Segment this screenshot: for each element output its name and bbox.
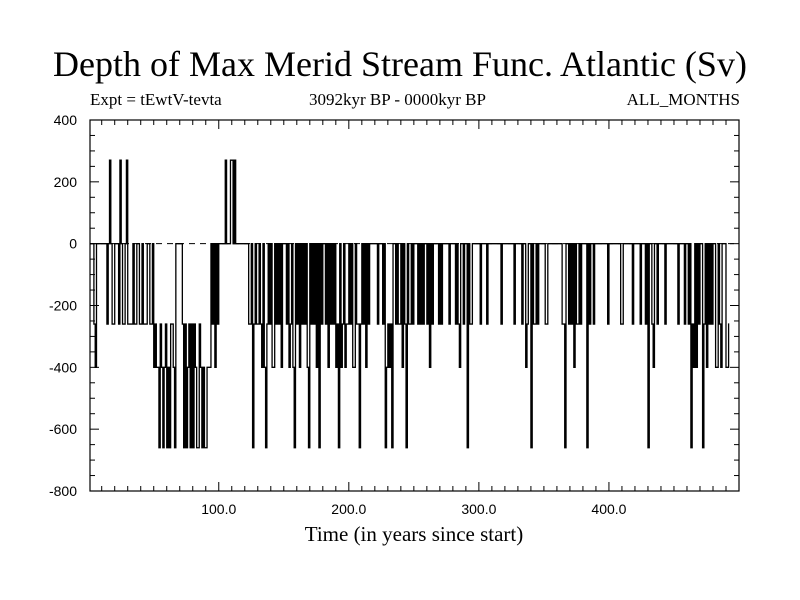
x-tick-label: 200.0 (331, 501, 366, 517)
y-tick-label: 200 (54, 174, 78, 190)
period-label: 3092kyr BP - 0000kyr BP (309, 90, 486, 109)
chart-title: Depth of Max Merid Stream Func. Atlantic… (53, 44, 747, 84)
x-tick-label: 400.0 (591, 501, 626, 517)
x-axis-label: Time (in years since start) (305, 522, 524, 546)
months-label: ALL_MONTHS (626, 90, 740, 109)
y-tick-label: -800 (49, 483, 77, 499)
y-tick-label: -400 (49, 359, 77, 375)
x-tick-label: 300.0 (461, 501, 496, 517)
y-tick-label: 400 (54, 112, 78, 128)
y-tick-label: 0 (69, 236, 77, 252)
experiment-label: Expt = tEwtV-tevta (90, 90, 222, 109)
x-tick-label: 100.0 (201, 501, 236, 517)
series-line (90, 159, 730, 449)
y-tick-label: -200 (49, 298, 77, 314)
y-tick-label: -600 (49, 421, 77, 437)
